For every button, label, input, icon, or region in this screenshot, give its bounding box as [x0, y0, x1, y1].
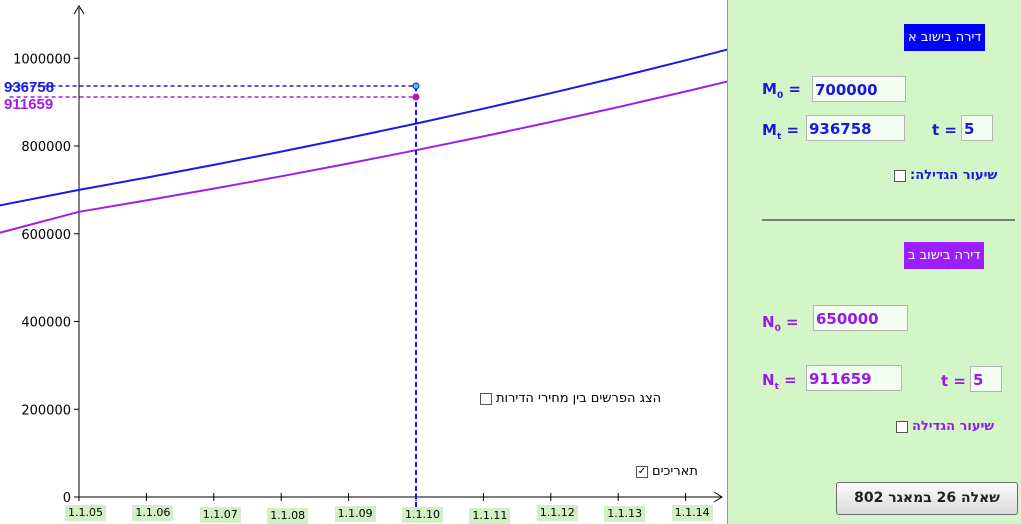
date-label: 1.1.13 — [604, 506, 646, 522]
date-label: 1.1.09 — [334, 506, 376, 522]
growth-rate-b-checkbox[interactable] — [896, 420, 908, 433]
date-label: 1.1.12 — [536, 505, 578, 521]
apartment-b-caption: דירה בישוב ב — [904, 242, 985, 269]
x-axis-arrow — [713, 491, 723, 503]
dates-label: תאריכים — [652, 464, 698, 479]
apartment-a-caption: דירה בישוב א — [904, 24, 986, 51]
date-label: 1.1.05 — [65, 505, 106, 521]
t-label-b: t = — [941, 372, 966, 390]
highlight-value-purple: 911659 — [4, 96, 53, 113]
date-label: 1.1.07 — [199, 507, 241, 523]
series-line-purple — [0, 80, 727, 234]
m0-input[interactable]: 700000 — [812, 76, 906, 102]
nt-input[interactable]: 911659 — [806, 365, 902, 391]
nt-label: Nt = — [762, 371, 797, 392]
date-label: 1.1.06 — [132, 505, 174, 521]
date-label: 1.1.14 — [671, 505, 713, 521]
y-tick-label: 1000000 — [13, 52, 71, 67]
show-diff-checkbox[interactable] — [480, 392, 492, 405]
growth-rate-a-row[interactable]: שיעור הגדילה: — [894, 168, 997, 183]
mt-label: Mt = — [762, 121, 800, 142]
question-button[interactable]: שאלה 26 במאגר 802 — [836, 482, 1018, 515]
dates-checkbox-row[interactable]: תאריכים ✓ — [636, 464, 698, 479]
y-tick-label: 800000 — [21, 140, 71, 155]
y-axis-arrow — [73, 5, 85, 15]
t-input-b[interactable]: 5 — [970, 366, 1002, 392]
m0-label: M0 = — [762, 80, 801, 101]
y-tick-label: 0 — [63, 491, 71, 506]
marker-point-purple — [412, 93, 420, 101]
y-tick-label: 400000 — [21, 316, 71, 331]
show-diff-label: הצג הפרשים בין מחירי הדירות — [496, 391, 662, 406]
date-label: 1.1.11 — [469, 508, 511, 524]
date-label: 1.1.10 — [402, 507, 443, 523]
t-input-a[interactable]: 5 — [961, 115, 993, 141]
series-line-blue — [0, 48, 727, 207]
growth-rate-b-label: שיעור הגדילה — [912, 419, 995, 434]
graph-view[interactable]: 1000000 800000 600000 400000 200000 0 936758 … — [0, 0, 728, 524]
show-diff-checkbox-row[interactable]: הצג הפרשים בין מחירי הדירות — [480, 391, 661, 406]
y-tick-label: 200000 — [21, 403, 71, 418]
dates-checkbox[interactable]: ✓ — [636, 465, 648, 478]
growth-rate-b-row[interactable]: שיעור הגדילה — [896, 419, 994, 434]
growth-rate-a-label: שיעור הגדילה: — [910, 168, 998, 183]
growth-rate-a-checkbox[interactable] — [894, 169, 906, 182]
highlight-value-blue: 936758 — [4, 79, 54, 96]
n0-input[interactable]: 650000 — [813, 305, 908, 331]
y-tick-label: 600000 — [21, 228, 71, 243]
date-label: 1.1.08 — [267, 508, 309, 524]
section-divider — [762, 219, 1015, 221]
control-panel: דירה בישוב א M0 = 700000 Mt = 936758 t =… — [728, 0, 1021, 524]
t-label-a: t = — [932, 121, 957, 139]
marker-point-blue — [412, 82, 420, 90]
mt-input[interactable]: 936758 — [806, 115, 905, 141]
n0-label: N0 = — [762, 313, 799, 334]
